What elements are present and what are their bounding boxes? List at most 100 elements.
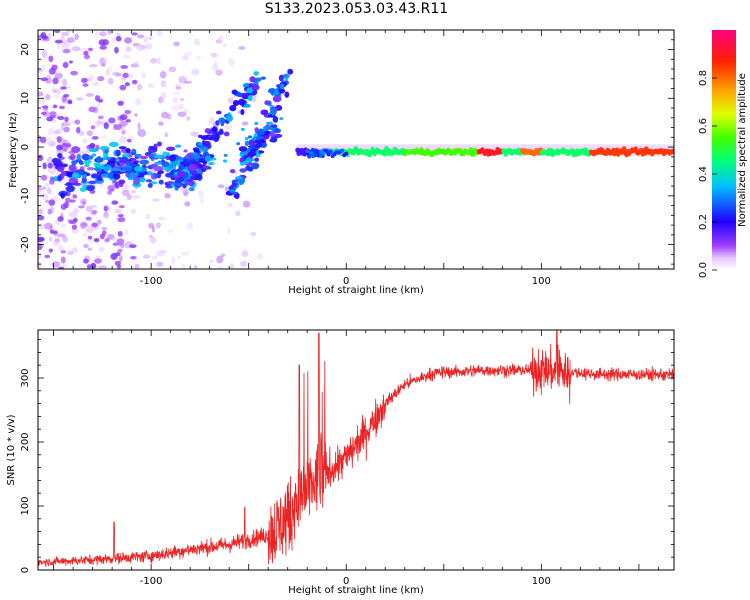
spectrogram-streak [231, 191, 237, 195]
spectrogram-noise [160, 92, 167, 100]
spectrogram-noise [135, 43, 145, 51]
spectrogram-core [248, 135, 253, 139]
spectrogram-noise [115, 35, 122, 42]
spectrogram-core [244, 136, 249, 140]
spectrogram-streak [187, 178, 193, 183]
spectrogram-streak [199, 147, 209, 152]
spectrogram-xlabel: Height of straight line (km) [288, 285, 424, 296]
spectrogram-noise [74, 33, 79, 41]
spectrogram-noise [120, 244, 125, 249]
spectrogram-noise [49, 111, 57, 117]
spectrogram-noise [184, 201, 191, 207]
spectrogram-core [170, 181, 175, 185]
spectrogram-blob [66, 185, 75, 193]
spectrogram-noise [60, 86, 67, 90]
y-tick-label: 0 [20, 144, 31, 150]
spectrogram-streak [270, 108, 277, 116]
spectrogram-streak [212, 136, 220, 143]
spectrogram-frame [37, 29, 675, 270]
spectrogram-noise [52, 119, 57, 124]
spectrogram-streak [223, 131, 230, 137]
carrier-band [324, 149, 329, 154]
spectrogram-noise [63, 94, 70, 98]
spectrogram-streak [274, 128, 281, 134]
spectrogram-core [135, 180, 140, 184]
spectrogram-noise [52, 230, 58, 235]
spectrogram-noise [42, 162, 47, 170]
spectrogram-noise [91, 82, 100, 86]
colorbar-tick-label: 0.8 [698, 70, 709, 86]
spectrogram-noise [67, 250, 74, 255]
spectrogram-noise [155, 222, 162, 229]
spectrogram-streak [198, 134, 203, 138]
spectrogram-noise [164, 192, 171, 199]
spectrogram-blob [64, 182, 74, 187]
spectrogram-noise [47, 156, 54, 165]
spectrogram-blob [166, 164, 174, 168]
spectrogram-noise [181, 263, 186, 269]
spectrogram-blob [183, 149, 188, 153]
spectrogram-streak [200, 135, 210, 141]
spectrogram-streak [262, 125, 271, 131]
y-tick-label: 200 [20, 432, 31, 451]
spectrogram-noise [99, 57, 106, 66]
spectrogram-noise [135, 98, 142, 106]
spectrogram-noise [186, 222, 193, 231]
spectrogram-noise [215, 69, 223, 76]
spectrogram-blob [51, 158, 62, 164]
carrier-band [309, 150, 314, 155]
spectrogram-noise [144, 43, 153, 50]
spectrogram-streak [209, 157, 217, 161]
carrier-band [305, 149, 310, 154]
spectrogram-streak [254, 157, 260, 162]
spectrogram-noise [227, 58, 235, 66]
spectrogram-noise [64, 116, 69, 123]
carrier-band [314, 150, 319, 155]
spectrogram-noise [52, 77, 59, 85]
spectrogram-blob [133, 165, 144, 172]
spectrogram-streak [248, 139, 256, 146]
spectrogram-streak [237, 98, 246, 106]
spectrogram-noise [81, 233, 90, 238]
spectrogram-noise [38, 91, 44, 97]
spectrogram-noise [142, 254, 151, 259]
spectrogram-noise [82, 200, 86, 206]
spectrogram-blob [122, 167, 132, 171]
spectrogram-noise [129, 244, 137, 249]
spectrogram-noise [124, 82, 130, 87]
spectrogram-noise [91, 136, 99, 140]
x-tick-label: 0 [343, 576, 349, 587]
spectrogram-noise [67, 99, 73, 104]
spectrogram-streak [229, 104, 237, 112]
spectrogram-noise [148, 36, 153, 40]
spectrogram-noise [86, 264, 92, 269]
spectrogram-noise [122, 72, 129, 79]
spectrogram-noise [87, 247, 93, 251]
carrier-band [468, 146, 473, 153]
spectrogram-noise [137, 122, 141, 131]
spectrogram-blob [157, 170, 165, 175]
spectrogram-noise [41, 49, 48, 58]
spectrogram-blob [169, 154, 177, 162]
spectrogram-noise [228, 202, 233, 208]
spectrogram-noise [118, 120, 128, 127]
spectrogram-noise [159, 70, 167, 79]
spectrogram-noise [196, 55, 201, 60]
spectrogram-noise [38, 215, 45, 221]
spectrogram-noise [58, 266, 65, 269]
spectrogram-noise [65, 197, 71, 203]
spectrogram-noise [60, 250, 66, 254]
spectrogram-noise [102, 39, 109, 46]
spectrogram-blob [188, 186, 195, 192]
spectrogram-blob [165, 184, 174, 189]
spectrogram-noise [94, 255, 101, 259]
x-tick-label: 0 [343, 276, 349, 287]
spectrogram-noise [48, 55, 54, 63]
spectrogram-noise [111, 200, 119, 205]
spectrogram-blob [88, 155, 94, 160]
spectrogram-streak [257, 139, 267, 144]
spectrogram-noise [52, 89, 57, 94]
spectrogram-noise [114, 181, 120, 189]
spectrogram-core [131, 149, 136, 153]
spectrogram-streak [249, 76, 256, 83]
